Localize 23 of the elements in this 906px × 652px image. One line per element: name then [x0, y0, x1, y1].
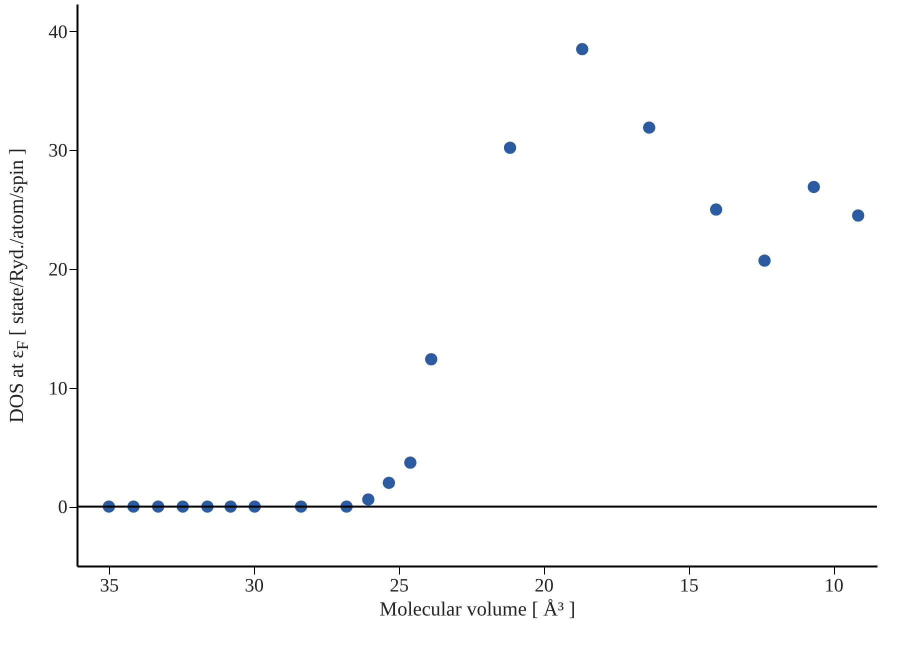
point [852, 209, 864, 222]
point [758, 254, 771, 267]
x-tick-label: 25 [390, 576, 409, 596]
point [362, 493, 374, 506]
point [382, 476, 396, 489]
point [576, 43, 588, 56]
point [643, 121, 656, 134]
y-tick-label: 30 [48, 140, 68, 162]
y-tick-label: 0 [58, 497, 68, 518]
x-tick-label: 20 [534, 576, 554, 596]
y-tick-label: 20 [48, 259, 68, 280]
point [504, 142, 516, 154]
point [710, 203, 722, 216]
y-tick-label: 40 [48, 22, 68, 43]
point [425, 353, 438, 366]
y-tick-label: 10 [48, 378, 68, 400]
x-axis-title: Molecular volume [ Å³ ] [380, 598, 576, 620]
x-tick-label: 30 [244, 576, 264, 596]
x-tick-label: 35 [100, 576, 119, 596]
point [404, 456, 416, 469]
x-tick-label: 15 [680, 576, 699, 596]
point [808, 180, 820, 194]
x-tick-label: 10 [824, 576, 844, 596]
